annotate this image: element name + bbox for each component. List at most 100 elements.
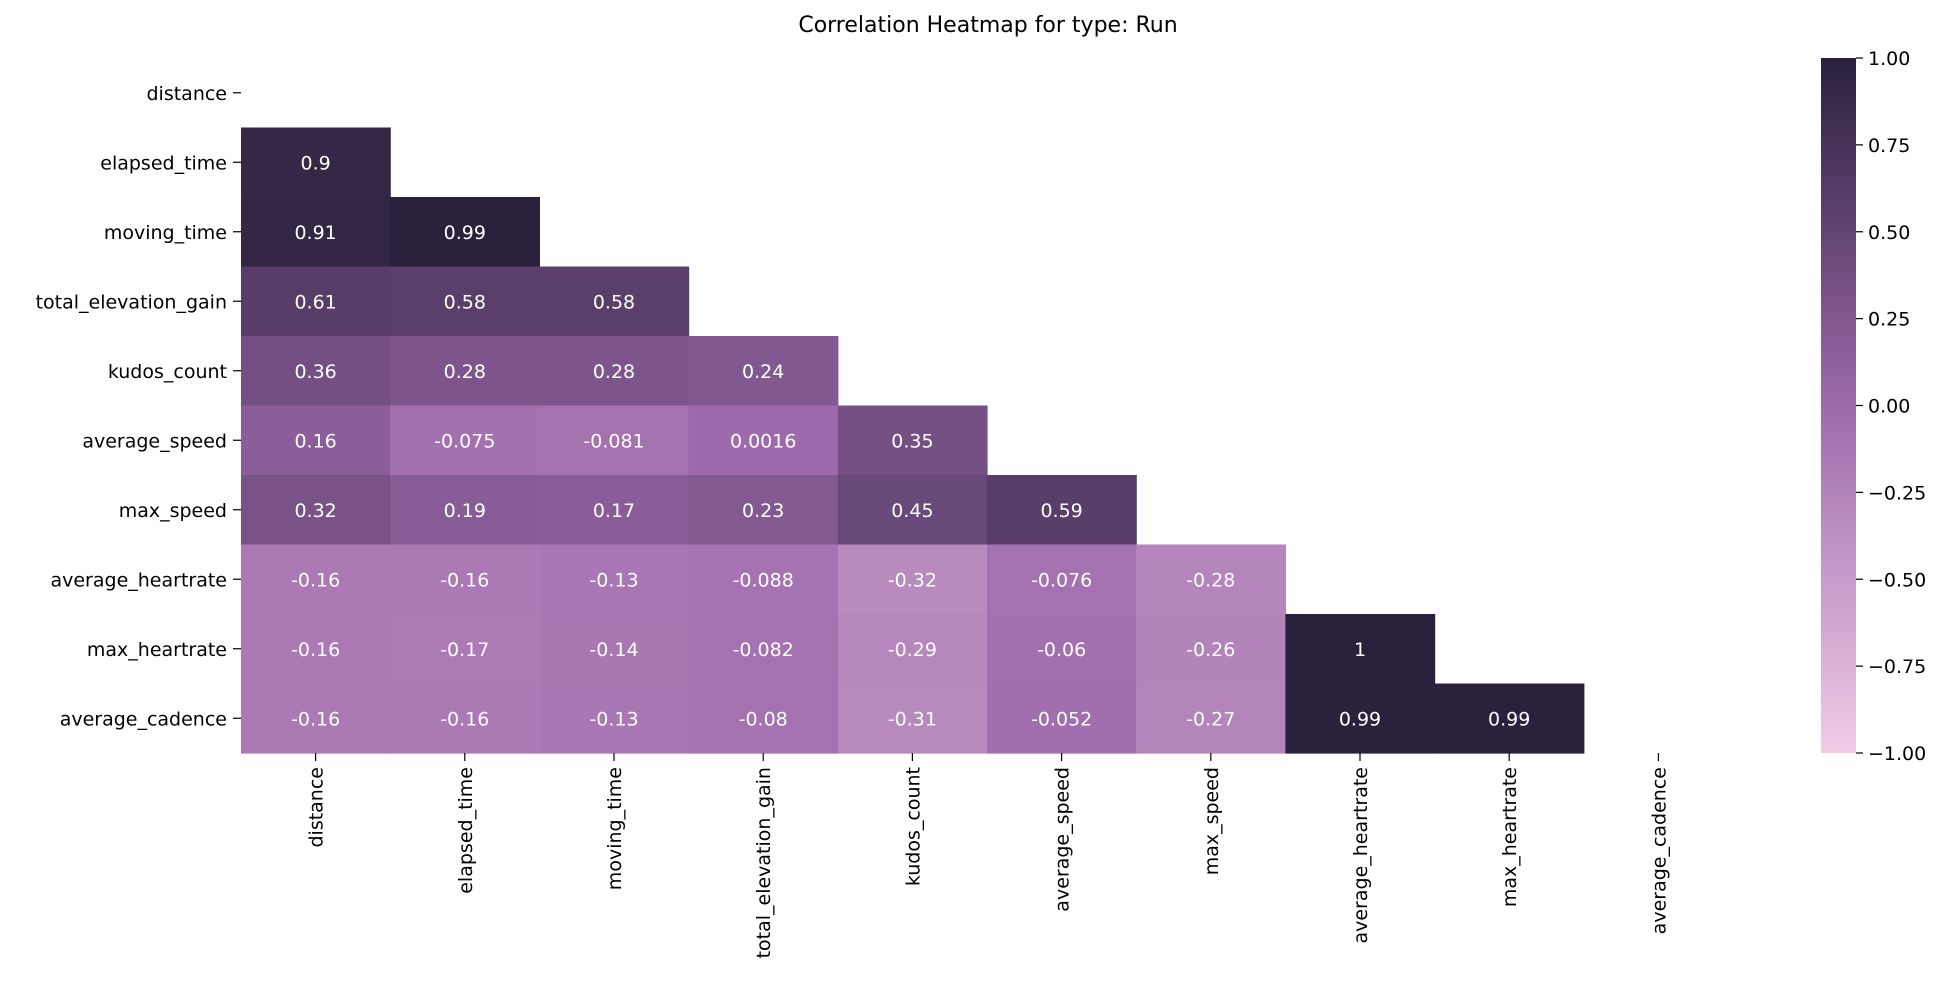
y-tick-label: average_cadence [60, 708, 227, 730]
heatmap-cell [241, 197, 391, 268]
cell-value-label: 0.59 [1040, 500, 1082, 522]
colorbar-tick-label: −0.50 [1868, 569, 1926, 591]
heatmap-cell [539, 614, 690, 685]
cell-value-label: 0.16 [294, 430, 336, 452]
heatmap-cell [539, 475, 690, 546]
colorbar-tick-label: 0.75 [1868, 135, 1910, 157]
x-tick-label: elapsed_time [455, 767, 477, 894]
heatmap-cell [390, 197, 540, 268]
cell-value-label: -0.16 [291, 569, 340, 591]
heatmap-cell [688, 614, 839, 685]
heatmap-cell [1285, 614, 1436, 685]
chart-title: Correlation Heatmap for type: Run [798, 13, 1177, 38]
cell-value-label: -0.13 [589, 708, 638, 730]
heatmap-cell [688, 405, 839, 476]
cell-value-label: -0.31 [888, 708, 937, 730]
heatmap-cell [837, 475, 988, 546]
x-tick-label: distance [306, 767, 328, 848]
heatmap-cell [241, 127, 391, 198]
heatmap-cell [688, 683, 839, 754]
cell-value-label: 0.45 [891, 500, 933, 522]
x-tick-label: max_speed [1201, 767, 1223, 875]
colorbar-tick-label: −0.25 [1868, 482, 1926, 504]
heatmap-cell [241, 614, 391, 685]
y-tick-label: elapsed_time [100, 152, 227, 174]
cell-value-label: 0.99 [1339, 708, 1381, 730]
cell-value-label: 0.61 [294, 291, 336, 313]
cell-value-label: 0.58 [593, 291, 635, 313]
cell-value-label: -0.052 [1031, 708, 1092, 730]
heatmap-cells: 0.9 0.91 0.99 0.61 0.58 0.58 0.36 0.28 0.28 0.24 0… [241, 127, 1585, 754]
colorbar-gradient [1821, 58, 1856, 753]
y-tick-label: max_heartrate [87, 639, 227, 661]
heatmap-cell [539, 336, 690, 407]
heatmap-cell [241, 544, 391, 615]
cell-value-label: 0.58 [444, 291, 486, 313]
y-tick-label: average_heartrate [50, 569, 227, 591]
cell-value-label: -0.16 [291, 708, 340, 730]
heatmap-cell [688, 336, 839, 407]
cell-value-label: 0.28 [593, 361, 635, 383]
cell-value-label: 0.19 [444, 500, 486, 522]
cell-value-label: -0.16 [291, 639, 340, 661]
cell-value-label: -0.14 [589, 639, 638, 661]
cell-value-label: -0.13 [589, 569, 638, 591]
heatmap-cell [241, 405, 391, 476]
heatmap-cell [390, 544, 540, 615]
cell-value-label: -0.076 [1031, 569, 1092, 591]
heatmap-cell [390, 614, 540, 685]
x-tick-label: kudos_count [902, 767, 924, 886]
colorbar-tick-label: 0.50 [1868, 222, 1910, 244]
cell-value-label: -0.32 [888, 569, 937, 591]
heatmap-cell [987, 614, 1137, 685]
heatmap-cell [1136, 544, 1286, 615]
cell-value-label: 0.24 [742, 361, 784, 383]
cell-value-label: -0.075 [434, 430, 495, 452]
cell-value-label: 1 [1354, 639, 1366, 661]
heatmap-cell [539, 405, 690, 476]
heatmap-cell [241, 266, 391, 337]
colorbar-tick-label: 0.25 [1868, 309, 1910, 331]
cell-value-label: -0.29 [888, 639, 937, 661]
cell-value-label: 0.28 [444, 361, 486, 383]
cell-value-label: 0.17 [593, 500, 635, 522]
y-tick-label: moving_time [104, 222, 227, 244]
y-axis: distance elapsed_time moving_time total_ele… [36, 83, 241, 730]
heatmap-cell [688, 544, 839, 615]
cell-value-label: -0.26 [1186, 639, 1235, 661]
heatmap-cell [539, 683, 690, 754]
heatmap-cell [1136, 683, 1286, 754]
heatmap-cell [837, 405, 988, 476]
x-tick-label: average_speed [1052, 767, 1074, 912]
cell-value-label: 0.91 [294, 222, 336, 244]
y-tick-label: max_speed [119, 500, 227, 522]
cell-value-label: -0.16 [440, 569, 489, 591]
y-tick-label: total_elevation_gain [36, 291, 227, 313]
colorbar: 1.00 0.75 0.50 0.25 0.00 −0.25 −0.50 −0.75 −1.00 [1821, 48, 1926, 765]
heatmap-cell [390, 266, 540, 337]
colorbar-tick-label: −1.00 [1868, 743, 1926, 765]
heatmap-cell [539, 544, 690, 615]
cell-value-label: -0.088 [733, 569, 794, 591]
y-tick-label: kudos_count [108, 361, 227, 383]
cell-value-label: -0.16 [440, 708, 489, 730]
cell-value-label: 0.99 [444, 222, 486, 244]
heatmap-cell [1136, 614, 1286, 685]
cell-value-label: 0.9 [300, 152, 330, 174]
cell-value-label: -0.06 [1037, 639, 1086, 661]
cell-value-label: -0.081 [583, 430, 644, 452]
cell-value-label: 0.99 [1488, 708, 1530, 730]
x-tick-label: average_heartrate [1350, 767, 1372, 944]
heatmap-cell [241, 336, 391, 407]
x-tick-label: max_heartrate [1499, 767, 1521, 907]
heatmap-cell [241, 683, 391, 754]
cell-value-label: -0.28 [1186, 569, 1235, 591]
cell-value-label: -0.08 [739, 708, 788, 730]
heatmap-cell [241, 475, 391, 546]
heatmap-cell [987, 475, 1137, 546]
cell-value-label: -0.27 [1186, 708, 1235, 730]
heatmap-cell [1434, 683, 1585, 754]
heatmap-cell [837, 683, 988, 754]
cell-value-label: 0.36 [294, 361, 336, 383]
